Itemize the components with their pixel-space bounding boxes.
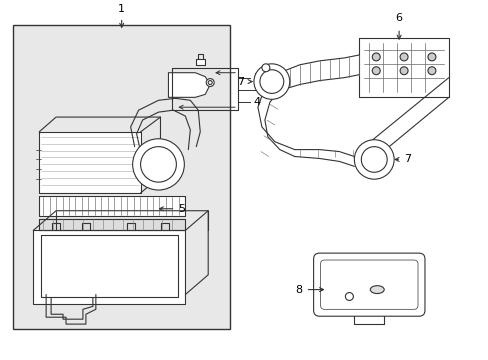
Polygon shape: [39, 196, 185, 216]
Text: 7: 7: [403, 154, 410, 165]
Circle shape: [354, 140, 393, 179]
FancyBboxPatch shape: [313, 253, 424, 316]
Circle shape: [345, 293, 353, 301]
Polygon shape: [168, 73, 210, 97]
Circle shape: [132, 139, 184, 190]
Text: 3: 3: [252, 73, 260, 83]
Circle shape: [427, 53, 435, 61]
Bar: [13, 25, 230, 329]
Circle shape: [371, 67, 380, 75]
Text: 6: 6: [395, 13, 402, 23]
Circle shape: [262, 64, 269, 72]
Circle shape: [371, 53, 380, 61]
Polygon shape: [33, 230, 185, 305]
Circle shape: [399, 53, 407, 61]
Text: 2: 2: [257, 85, 264, 95]
Polygon shape: [39, 132, 141, 193]
Text: 7: 7: [236, 77, 244, 86]
Circle shape: [427, 67, 435, 75]
Polygon shape: [39, 219, 185, 230]
Text: 5: 5: [178, 204, 185, 214]
Circle shape: [253, 64, 289, 99]
Circle shape: [399, 67, 407, 75]
Polygon shape: [196, 59, 205, 65]
Text: 4: 4: [252, 97, 260, 107]
Polygon shape: [354, 316, 384, 324]
Ellipse shape: [369, 285, 384, 293]
Text: 1: 1: [118, 4, 125, 14]
Polygon shape: [359, 38, 448, 97]
Text: 8: 8: [295, 285, 302, 294]
Circle shape: [206, 78, 214, 86]
